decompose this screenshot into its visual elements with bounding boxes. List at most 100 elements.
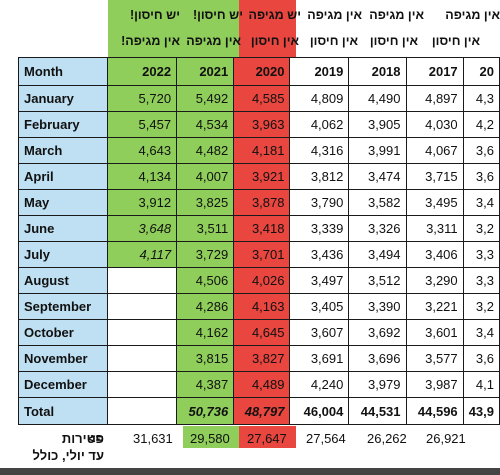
caption-2017-line1: אין מגיפה <box>445 8 500 22</box>
value-cell-2017: 3,495 <box>405 189 464 216</box>
value-cell-2017: 3,601 <box>405 319 464 346</box>
month-cell: November <box>18 345 108 372</box>
value-cell-2021: 5,492 <box>176 85 235 112</box>
value-cell-2020: 4,645 <box>233 319 291 346</box>
value-cell-2019: 3,790 <box>289 189 350 216</box>
footer-green-box <box>183 426 239 448</box>
value-cell-2020: 3,878 <box>233 189 291 216</box>
value-cell-2022: 5,720 <box>106 85 178 112</box>
value-cell-2021: 4,482 <box>176 137 235 164</box>
value-cell-2019: 3,497 <box>289 267 350 294</box>
month-cell: September <box>18 293 108 320</box>
table-row: September 4,286 4,163 3,405 3,390 3,221 3,2 <box>18 293 500 320</box>
total-cell-2021: 50,736 <box>176 397 235 425</box>
value-cell-cut: 4,1 <box>462 371 500 398</box>
caption-2018-line2: אין חיסון <box>369 34 418 48</box>
value-cell-cut: 3,6 <box>462 137 500 164</box>
total-cell-cut: 43,9 <box>462 397 500 425</box>
month-cell: July <box>18 241 108 268</box>
month-cell: June <box>18 215 108 242</box>
value-cell-cut: 3,3 <box>462 267 500 294</box>
month-cell: April <box>18 163 108 190</box>
caption-2019-line1: אין מגיפה <box>307 8 362 22</box>
month-header: Month <box>18 57 108 86</box>
bottom-edge-bar <box>0 468 500 475</box>
value-cell-cut: 3,2 <box>462 215 500 242</box>
value-cell-2020: 4,163 <box>233 293 291 320</box>
footer-total-2019: 27,564 <box>306 431 346 446</box>
table-row: October 4,162 4,645 3,607 3,692 3,601 3,4 <box>18 319 500 346</box>
value-cell-2022 <box>106 267 178 294</box>
month-cell: October <box>18 319 108 346</box>
value-cell-2021: 4,286 <box>176 293 235 320</box>
footer-label: פטירות עד יולי, כולל <box>14 430 105 464</box>
value-cell-2019: 4,240 <box>289 371 350 398</box>
value-cell-2020: 4,585 <box>233 85 291 112</box>
value-cell-2018: 3,582 <box>348 189 407 216</box>
footer-total-2018: 26,262 <box>367 431 407 446</box>
table-row: August 4,506 4,026 3,497 3,512 3,290 3,3 <box>18 267 500 294</box>
value-cell-2017: 4,897 <box>405 85 464 112</box>
total-cell-2019: 46,004 <box>289 397 350 425</box>
caption-2021-line2: אין מגיפה <box>186 34 241 48</box>
month-cell: December <box>18 371 108 398</box>
value-cell-2017: 3,577 <box>405 345 464 372</box>
value-cell-2018: 3,512 <box>348 267 407 294</box>
footer-total-2020: 27,647 <box>247 431 287 446</box>
value-cell-cut: 3,6 <box>462 345 500 372</box>
total-cell-2017: 44,596 <box>405 397 464 425</box>
footer-arrow: <= <box>88 431 104 446</box>
table-row: February 5,457 4,534 3,963 4,062 3,905 4,030 4,… <box>18 111 500 138</box>
year-header-2019: 2019 <box>289 57 350 86</box>
value-cell-2020: 3,921 <box>233 163 291 190</box>
value-cell-2017: 3,290 <box>405 267 464 294</box>
value-cell-cut: 4,2 <box>462 111 500 138</box>
value-cell-2020: 3,827 <box>233 345 291 372</box>
footer-label-line1: פטירות <box>61 431 104 446</box>
month-cell: February <box>18 111 108 138</box>
total-label: Total <box>18 397 108 425</box>
value-cell-2019: 4,062 <box>289 111 350 138</box>
value-cell-2020: 3,963 <box>233 111 291 138</box>
value-cell-2022: 3,912 <box>106 189 178 216</box>
value-cell-2017: 3,221 <box>405 293 464 320</box>
value-cell-2022: 3,648 <box>106 215 178 242</box>
value-cell-2022 <box>106 345 178 372</box>
table-row: March 4,643 4,482 4,181 4,316 3,991 4,067 3,6 <box>18 137 500 164</box>
value-cell-2020: 4,181 <box>233 137 291 164</box>
year-header-2020: 2020 <box>233 57 291 86</box>
value-cell-2018: 3,494 <box>348 241 407 268</box>
value-cell-2020: 3,701 <box>233 241 291 268</box>
caption-2020-line1: יש מגיפה <box>248 8 302 22</box>
value-cell-2022: 4,643 <box>106 137 178 164</box>
year-header-2021: 2021 <box>176 57 235 86</box>
table-row: May 3,912 3,825 3,878 3,790 3,582 3,495 3,4 <box>18 189 500 216</box>
value-cell-2019: 4,809 <box>289 85 350 112</box>
value-cell-2018: 3,474 <box>348 163 407 190</box>
value-cell-cut: 4,3 <box>462 85 500 112</box>
month-cell: March <box>18 137 108 164</box>
value-cell-2022 <box>106 319 178 346</box>
value-cell-2017: 3,715 <box>405 163 464 190</box>
value-cell-2017: 4,067 <box>405 137 464 164</box>
value-cell-2018: 3,696 <box>348 345 407 372</box>
value-cell-2018: 3,692 <box>348 319 407 346</box>
table-row: June 3,648 3,511 3,418 3,339 3,326 3,311 3,2 <box>18 215 500 242</box>
value-cell-2021: 4,162 <box>176 319 235 346</box>
total-row: Total 50,736 48,797 46,004 44,531 44,596 43,9 <box>18 397 500 425</box>
footer-label-line2: עד יולי, כולל <box>32 448 105 463</box>
value-cell-2020: 4,489 <box>233 371 291 398</box>
caption-2022-line2: אין מגיפה! <box>121 34 180 48</box>
value-cell-2021: 3,815 <box>176 345 235 372</box>
footer-red-box <box>239 426 296 448</box>
value-cell-cut: 3,2 <box>462 293 500 320</box>
value-cell-2019: 4,316 <box>289 137 350 164</box>
table-row: July 4,117 3,729 3,701 3,436 3,494 3,406 3,3 <box>18 241 500 268</box>
year-header-cut: 20 <box>462 57 500 86</box>
footer-total-2022: 31,631 <box>133 431 173 446</box>
value-cell-2019: 3,691 <box>289 345 350 372</box>
value-cell-2022: 4,134 <box>106 163 178 190</box>
value-cell-2019: 3,339 <box>289 215 350 242</box>
value-cell-2019: 3,405 <box>289 293 350 320</box>
value-cell-cut: 3,4 <box>462 319 500 346</box>
